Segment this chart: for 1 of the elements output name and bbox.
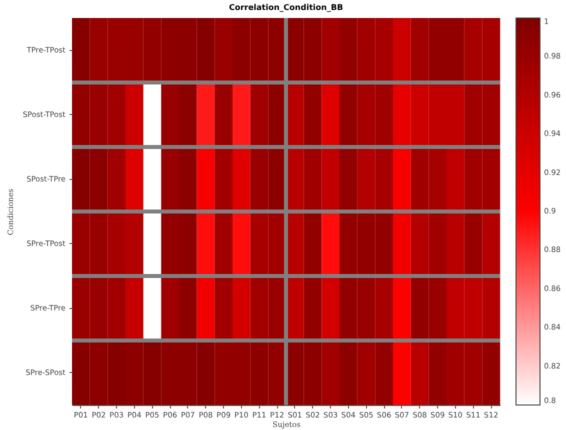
chart-title: Correlation_Condition_BB <box>228 3 344 12</box>
